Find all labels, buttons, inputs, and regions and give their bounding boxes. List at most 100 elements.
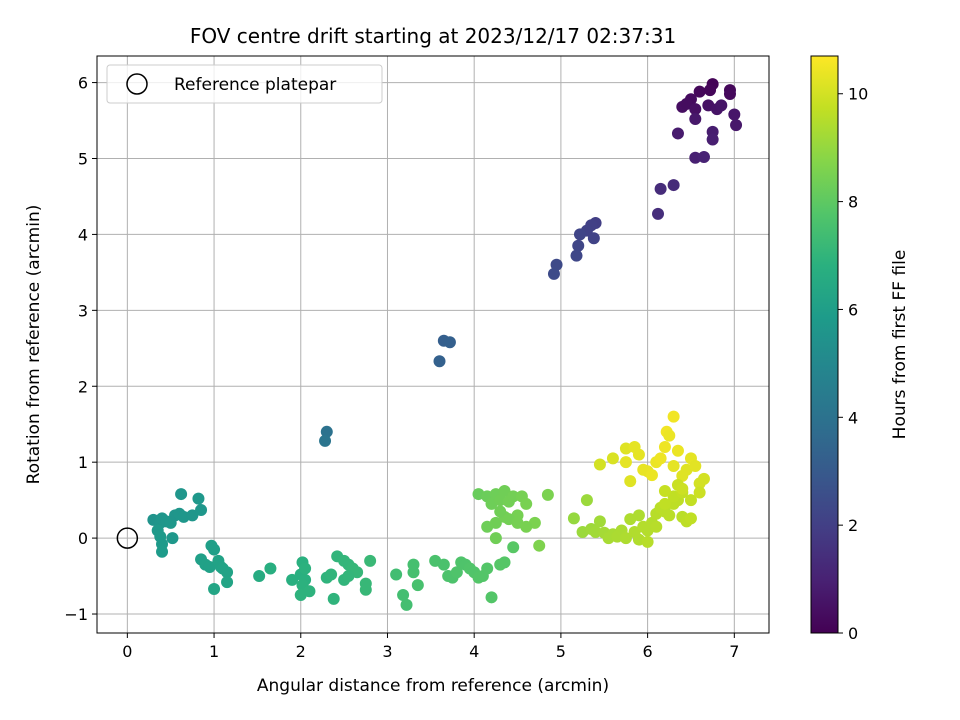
legend-label: Reference platepar [174, 75, 336, 95]
y-axis-label: Rotation from reference (arcmin) [24, 205, 44, 485]
data-point [658, 440, 671, 453]
data-point [593, 515, 606, 528]
y-tick-label: 4 [78, 225, 88, 244]
x-axis-label: Angular distance from reference (arcmin) [257, 676, 609, 696]
x-tick-label: 3 [382, 642, 392, 661]
data-point [663, 429, 676, 442]
x-tick-label: 7 [729, 642, 739, 661]
legend: Reference platepar [106, 64, 383, 104]
data-point [507, 541, 520, 554]
data-point [154, 530, 167, 543]
reference-marker [116, 527, 139, 549]
data-point [654, 182, 667, 195]
data-point [327, 592, 340, 605]
data-point [697, 472, 710, 485]
data-point [208, 543, 221, 556]
axis-ticks: 0 1 2 3 4 5 6 7 −1 0 1 2 3 4 5 6 [64, 74, 739, 661]
colorbar-tick-label: 0 [848, 624, 858, 643]
data-point [498, 485, 511, 498]
data-point [641, 535, 654, 548]
data-point [303, 585, 316, 598]
y-tick-label: 5 [78, 149, 88, 168]
data-point [693, 486, 706, 499]
data-point [624, 475, 637, 488]
data-point [533, 539, 546, 552]
data-point [658, 485, 671, 498]
data-point [680, 97, 693, 110]
data-point [342, 570, 355, 583]
data-point [400, 598, 413, 611]
data-point [728, 108, 741, 121]
data-point [632, 448, 645, 461]
colorbar-tick-label: 10 [848, 85, 868, 104]
data-point [541, 488, 554, 501]
data-point [208, 582, 221, 595]
data-point [587, 232, 600, 245]
data-point [706, 133, 719, 146]
y-tick-label: 1 [78, 453, 88, 472]
data-point [397, 589, 410, 602]
data-point [589, 526, 602, 539]
data-point [619, 532, 632, 545]
data-point [364, 554, 377, 567]
y-tick-label: 0 [78, 529, 88, 548]
data-point [697, 150, 710, 163]
data-point [520, 497, 533, 510]
colorbar-ticks: 0 2 4 6 8 10 [838, 85, 868, 643]
data-point [411, 579, 424, 592]
x-tick-label: 6 [643, 642, 653, 661]
legend-marker-open-circle [126, 73, 148, 95]
data-point [192, 492, 205, 505]
y-tick-label: 3 [78, 301, 88, 320]
data-point [570, 249, 583, 262]
data-point [667, 459, 680, 472]
y-tick-label: −1 [64, 605, 88, 624]
data-point [667, 179, 680, 192]
data-point [689, 113, 702, 126]
data-point [195, 504, 208, 517]
data-point [572, 239, 585, 252]
y-tick-label: 2 [78, 377, 88, 396]
data-point [186, 509, 199, 522]
data-point [443, 336, 456, 349]
data-point [658, 497, 671, 510]
data-point [715, 99, 728, 112]
data-point [203, 560, 216, 573]
data-point [619, 456, 632, 469]
data-point [264, 562, 277, 575]
legend-box [106, 64, 383, 104]
data-point [485, 591, 498, 604]
data-point [645, 469, 658, 482]
data-point [221, 566, 234, 579]
data-point [652, 207, 665, 220]
data-point [730, 119, 743, 132]
reference-platepar-marker [116, 527, 139, 549]
data-point [684, 494, 697, 507]
plot-frame [96, 55, 770, 634]
data-point [689, 459, 702, 472]
colorbar-tick-label: 6 [848, 300, 858, 319]
data-point [567, 512, 580, 525]
x-tick-label: 5 [556, 642, 566, 661]
data-point [689, 151, 702, 164]
data-point [573, 228, 586, 241]
y-tick-label: 6 [78, 74, 88, 93]
data-point [632, 509, 645, 522]
data-point [166, 532, 179, 545]
chart-title: FOV centre drift starting at 2023/12/17 … [190, 24, 676, 48]
data-point [676, 482, 689, 495]
x-tick-label: 1 [209, 642, 219, 661]
data-point [507, 490, 520, 503]
data-point [433, 355, 446, 368]
data-point [671, 127, 684, 140]
colorbar-tick-label: 8 [848, 193, 858, 212]
data-point [593, 458, 606, 471]
colorbar: 0 2 4 6 8 10 Hours from first FF file [810, 55, 910, 643]
data-point [481, 562, 494, 575]
x-tick-label: 0 [122, 642, 132, 661]
data-point [723, 87, 736, 100]
data-point [606, 452, 619, 465]
data-point [221, 576, 234, 589]
data-point [325, 568, 338, 581]
